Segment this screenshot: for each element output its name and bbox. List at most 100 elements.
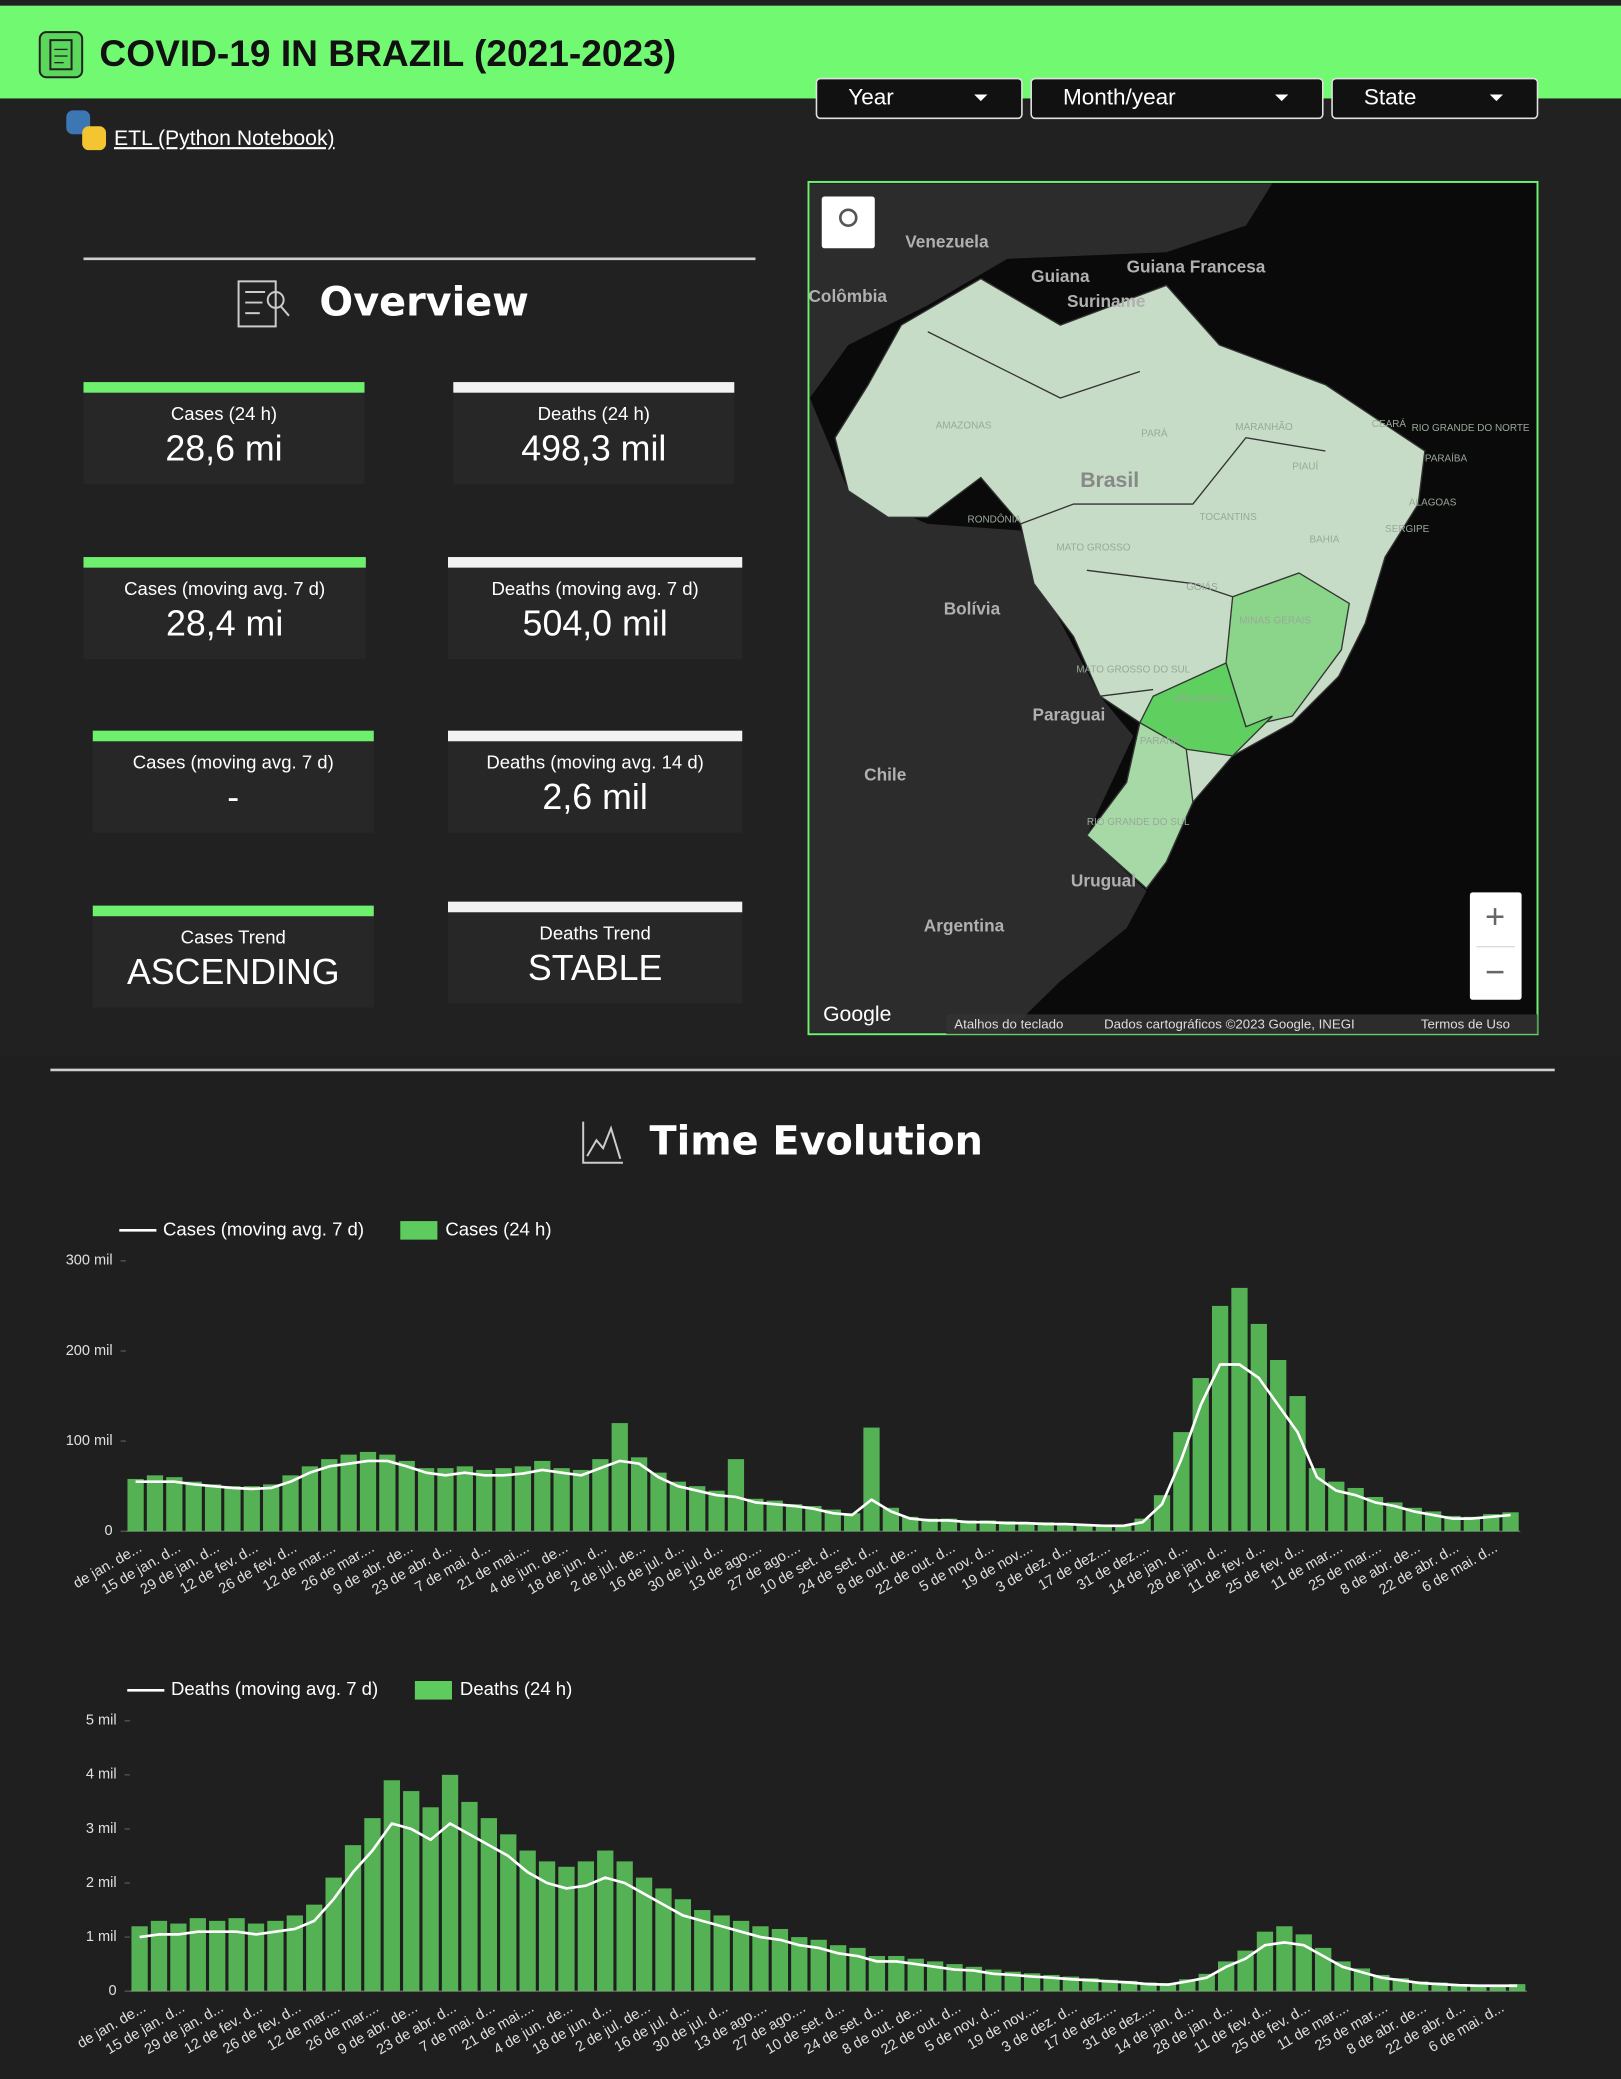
bar (747, 1498, 764, 1532)
kpi-label: Deaths (24 h) (538, 403, 650, 424)
bar (1140, 1982, 1157, 1992)
state-label: CEARÁ (1372, 419, 1407, 430)
bar (364, 1818, 381, 1992)
header-title: COVID-19 IN BRAZIL (2021-2023) (99, 32, 676, 74)
bar (1076, 1524, 1093, 1532)
credit-bar (946, 1014, 1538, 1035)
kpi-accent (447, 901, 743, 913)
locate-button[interactable] (821, 196, 875, 249)
legend-swatch (414, 1681, 452, 1700)
filter-label: Month/year (1063, 84, 1176, 109)
legend-swatch (400, 1221, 438, 1240)
state-label: PARAÍBA (1425, 454, 1468, 465)
state-label: PARANÁ (1140, 736, 1181, 747)
bar (572, 1469, 590, 1532)
dropdown-caret (974, 94, 988, 102)
filter-label: State (1364, 84, 1417, 109)
state-label: MINAS GERAIS (1239, 615, 1311, 626)
bar (417, 1468, 435, 1532)
bar (480, 1818, 497, 1992)
header-icon (38, 31, 84, 79)
bar (752, 1926, 769, 1992)
country-label: Urugual (1071, 870, 1136, 890)
bar (727, 1459, 745, 1532)
zoom-out[interactable]: − (1485, 954, 1505, 992)
bar (1037, 1522, 1054, 1532)
bar (844, 1513, 861, 1532)
bar (534, 1460, 551, 1532)
bar (146, 1475, 164, 1532)
map-credit[interactable]: Atalhos do teclado (954, 1016, 1063, 1031)
map-logo: Google (823, 1003, 891, 1026)
kpi-label: Cases (24 h) (171, 403, 277, 424)
bar (437, 1468, 454, 1532)
state-label: SERGIPE (1385, 524, 1430, 535)
bar (791, 1937, 808, 1992)
bar (1101, 1979, 1118, 1992)
bar (359, 1451, 377, 1532)
bar (1431, 1982, 1448, 1992)
legend-label: Deaths (moving avg. 7 d) (171, 1678, 378, 1699)
country-label: Suriname (1067, 291, 1145, 311)
legend-label: Deaths (24 h) (460, 1678, 572, 1699)
state-label: PARÁ (1141, 428, 1168, 439)
brazil (834, 277, 1426, 890)
python-icon (66, 110, 107, 151)
bar (1057, 1523, 1074, 1532)
bar (694, 1910, 711, 1992)
kpi-accent (453, 382, 735, 393)
bar (1366, 1496, 1384, 1532)
filter-dropdown[interactable] (1030, 77, 1324, 120)
bar (650, 1472, 667, 1532)
kpi-value: ASCENDING (127, 952, 340, 992)
y-tick-label: 1 mil (86, 1929, 117, 1945)
kpi-accent (83, 382, 365, 393)
kpi-card (447, 901, 743, 1004)
kpi-card (83, 382, 365, 485)
filter-dropdown[interactable] (815, 77, 1023, 120)
bar (888, 1956, 905, 1992)
bar (422, 1807, 439, 1992)
bar (1256, 1931, 1274, 1992)
bar (1489, 1984, 1506, 1992)
bar (1502, 1512, 1519, 1532)
overview-icon (237, 280, 290, 328)
bar (495, 1468, 512, 1532)
y-tick-label: 0 (109, 1983, 117, 1999)
bar (597, 1850, 614, 1992)
bar (868, 1956, 886, 1992)
state-label: RIO GRANDE DO NORTE (1412, 423, 1530, 434)
time-evolution-title: Time Evolution (649, 1119, 983, 1165)
kpi-value: 498,3 mil (521, 428, 666, 468)
bar (519, 1850, 536, 1992)
dropdown-caret (1275, 94, 1289, 102)
bar (1405, 1507, 1422, 1532)
bottom-panel (0, 1055, 1621, 2079)
bar (1237, 1950, 1254, 1992)
bar (655, 1888, 672, 1992)
bar (476, 1469, 493, 1532)
etl-link[interactable]: ETL (Python Notebook) (114, 127, 335, 150)
country-label: Guiana Francesa (1127, 257, 1266, 277)
map-credit[interactable]: Termos de Uso (1421, 1016, 1510, 1031)
bar (1470, 1984, 1487, 1992)
kpi-label: Cases Trend (181, 927, 286, 948)
zoom-in[interactable]: + (1485, 898, 1505, 936)
bar (635, 1877, 653, 1992)
kpi-accent (92, 730, 374, 742)
kpi-accent (447, 557, 743, 568)
bar (1463, 1516, 1480, 1532)
y-tick-label: 2 mil (86, 1875, 117, 1891)
bar (456, 1466, 473, 1532)
bar (344, 1845, 362, 1992)
filter-dropdown[interactable] (1331, 77, 1539, 120)
bar (965, 1966, 983, 1992)
country-label: Paraguai (1033, 705, 1106, 725)
bar (209, 1920, 226, 1992)
bar (689, 1486, 706, 1532)
y-tick-label: 4 mil (86, 1767, 117, 1783)
state-label: TOCANTINS (1200, 512, 1258, 523)
bar (1328, 1481, 1345, 1532)
bar (228, 1918, 245, 1992)
